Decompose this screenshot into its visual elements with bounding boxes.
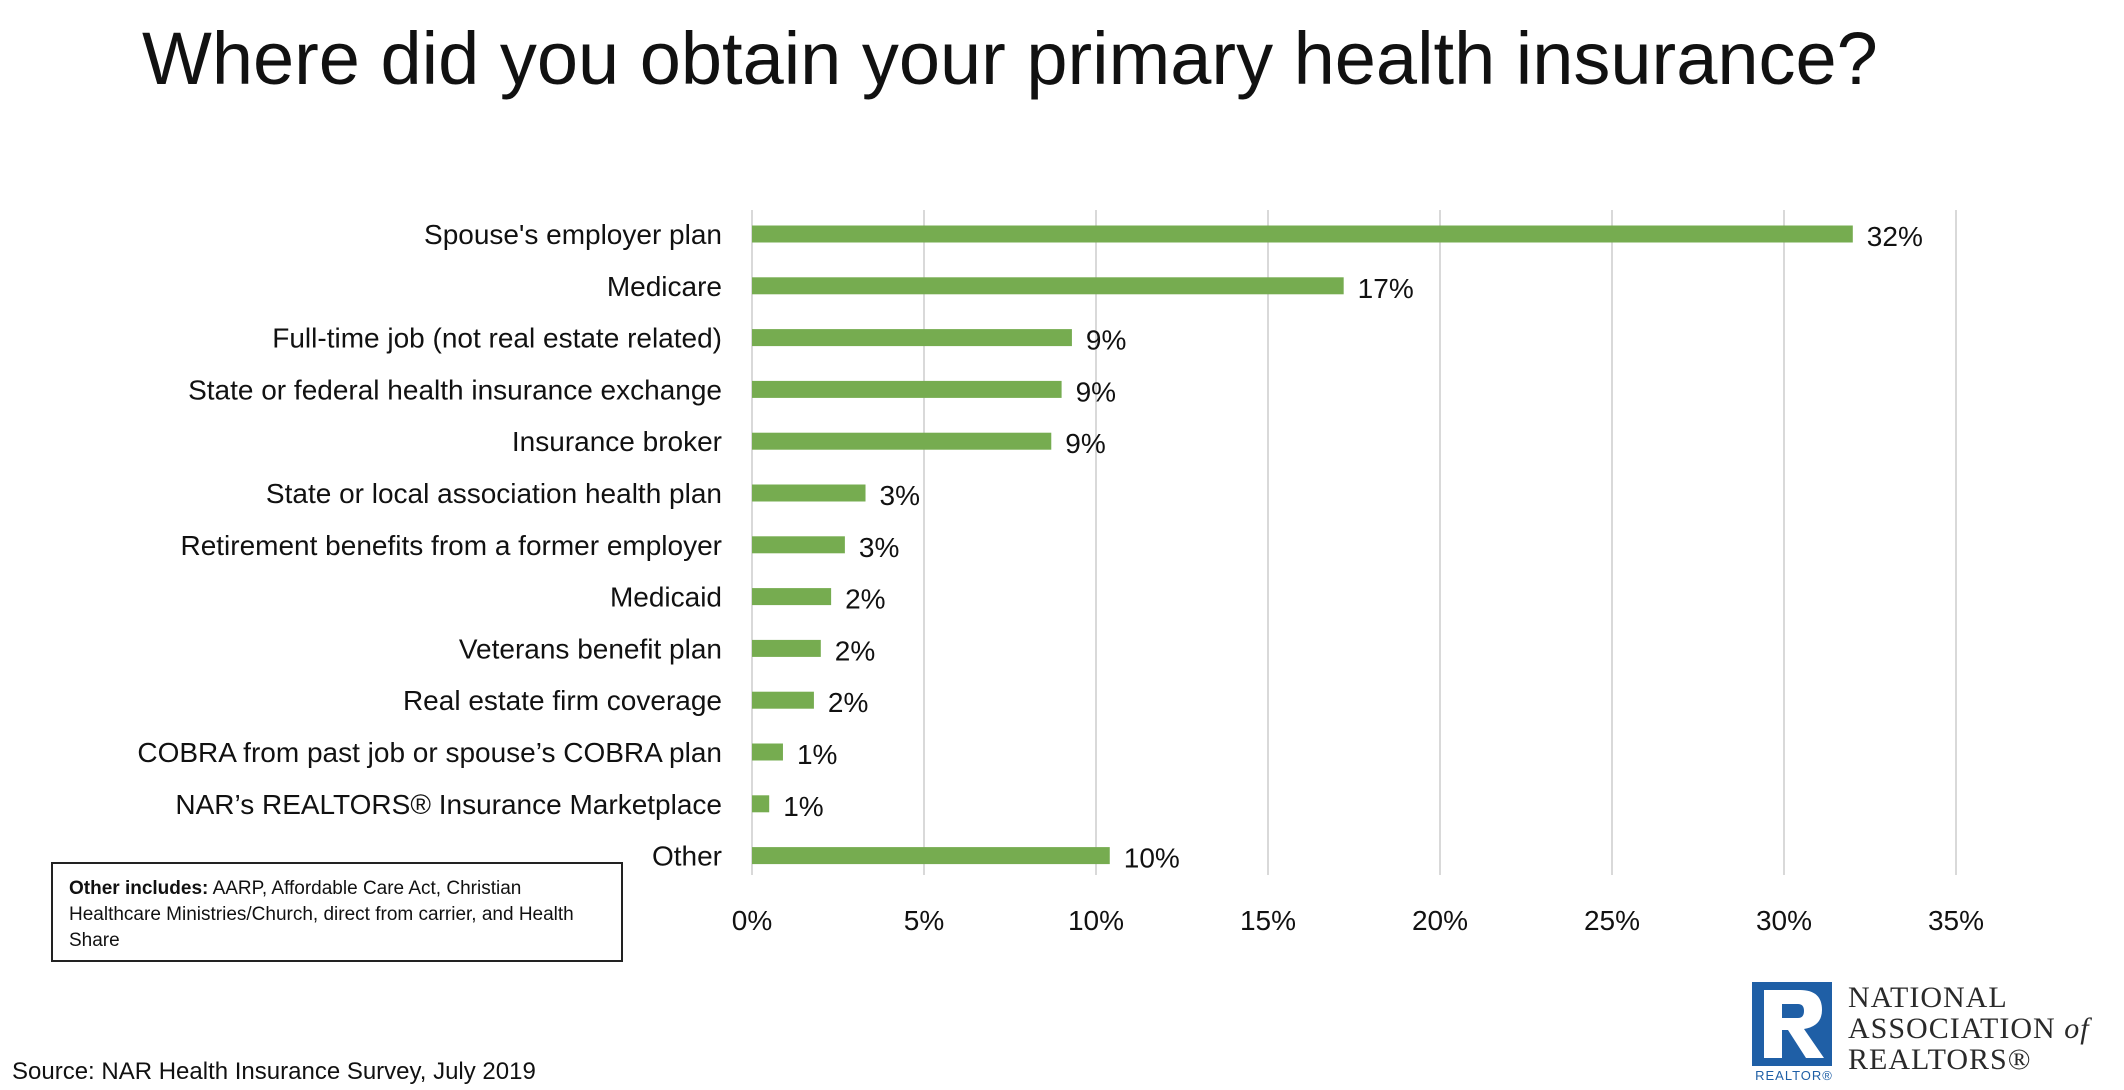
source-note: Source: NAR Health Insurance Survey, Jul… [12,1058,536,1085]
logo-line-2: ASSOCIATION of [1848,1012,2090,1045]
bar [752,536,845,554]
bar [752,380,1062,398]
data-label: 32% [1867,221,1923,252]
category-label: Real estate firm coverage [403,685,722,716]
bar [752,277,1344,295]
data-label: 17% [1358,273,1414,304]
data-label: 2% [835,635,875,666]
x-tick-label: 5% [904,905,944,936]
category-label: Other [652,841,722,872]
x-tick-label: 0% [732,905,772,936]
data-label: 3% [880,480,920,511]
bar [752,484,866,502]
data-label: 9% [1086,325,1126,356]
bar [752,329,1072,347]
category-label: Retirement benefits from a former employ… [180,530,722,561]
data-label: 1% [783,791,823,822]
category-label: NAR’s REALTORS® Insurance Marketplace [175,789,722,820]
category-label: Medicaid [610,582,722,613]
bar [752,795,770,813]
data-label: 10% [1124,843,1180,874]
logo-line-3: REALTORS® [1848,1043,2032,1076]
category-label: State or federal health insurance exchan… [188,374,722,405]
data-label: 1% [797,739,837,770]
bar [752,639,821,657]
data-label: 2% [828,687,868,718]
logo-wordmark: NATIONAL ASSOCIATION of REALTORS® [1848,982,2124,1075]
logo-tagline: REALTOR® [1755,1068,1833,1083]
data-label: 3% [859,532,899,563]
note-text: AARP, Affordable Care Act, Christian Hea… [69,878,574,951]
x-tick-label: 25% [1584,905,1640,936]
data-label: 9% [1076,376,1116,407]
bar [752,743,783,761]
bar-chart: 0% 5% 10% 15% 20% 25% 30% 35% Spouse's employer … [137,210,1984,936]
data-label: 2% [845,584,885,615]
bar [752,847,1110,865]
x-tick-label: 15% [1240,905,1296,936]
realtor-r-logo-icon [1752,982,1832,1066]
page-title: Where did you obtain your primary health… [142,17,1878,100]
bar [752,588,832,606]
category-label: COBRA from past job or spouse’s COBRA pl… [137,737,722,768]
logo-line-1: NATIONAL [1848,981,2008,1014]
x-tick-label: 10% [1068,905,1124,936]
nar-logo: REALTOR® NATIONAL ASSOCIATION of REALTOR… [1752,982,2124,1088]
bar [752,691,814,709]
category-label: Veterans benefit plan [459,633,722,664]
category-label: Insurance broker [512,426,722,457]
category-label: State or local association health plan [266,478,722,509]
bar [752,432,1052,450]
x-tick-label: 20% [1412,905,1468,936]
note-label: Other includes: [69,878,209,899]
category-label: Spouse's employer plan [424,219,722,250]
category-label: Medicare [607,271,722,302]
data-label: 9% [1065,428,1105,459]
bar [752,225,1853,243]
category-label: Full-time job (not real estate related) [272,323,722,354]
other-includes-note: Other includes: AARP, Affordable Care Ac… [51,862,623,962]
x-tick-label: 35% [1928,905,1984,936]
x-tick-label: 30% [1756,905,1812,936]
